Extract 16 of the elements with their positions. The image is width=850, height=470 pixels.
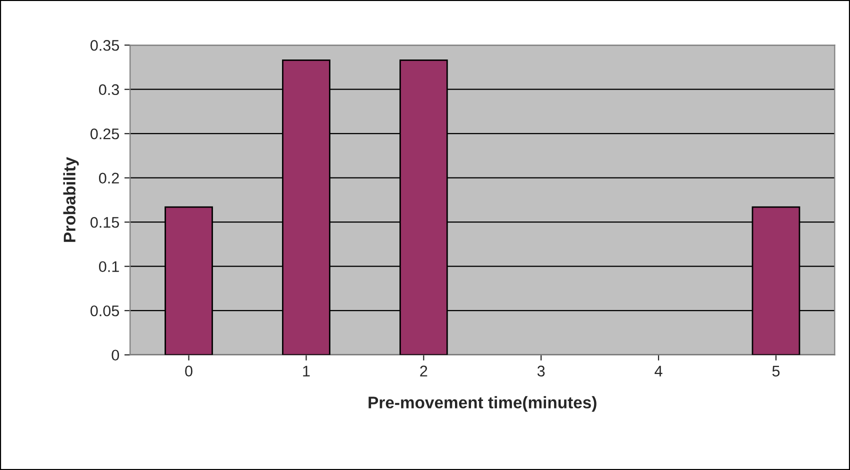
- x-axis-title: Pre-movement time(minutes): [368, 396, 596, 412]
- x-tick-label: 4: [654, 366, 662, 376]
- x-tick-label: 0: [185, 366, 192, 376]
- y-tick-label: 0.05: [90, 305, 119, 316]
- x-tick-label: 3: [537, 366, 545, 376]
- x-tick-label: 5: [772, 366, 780, 376]
- y-tick-label: 0: [112, 350, 120, 361]
- x-tick-label: 2: [420, 366, 428, 376]
- y-tick-label: 0.25: [90, 128, 119, 140]
- y-tick-label: 0.1: [98, 261, 119, 272]
- x-tick-label: 1: [303, 366, 310, 376]
- y-tick-label: 0.3: [98, 84, 119, 96]
- y-tick-label: 0.15: [90, 216, 119, 228]
- y-tick-label: 0.35: [90, 40, 119, 51]
- y-tick-label: 0.2: [98, 172, 119, 184]
- y-axis-title: Probability: [63, 157, 79, 242]
